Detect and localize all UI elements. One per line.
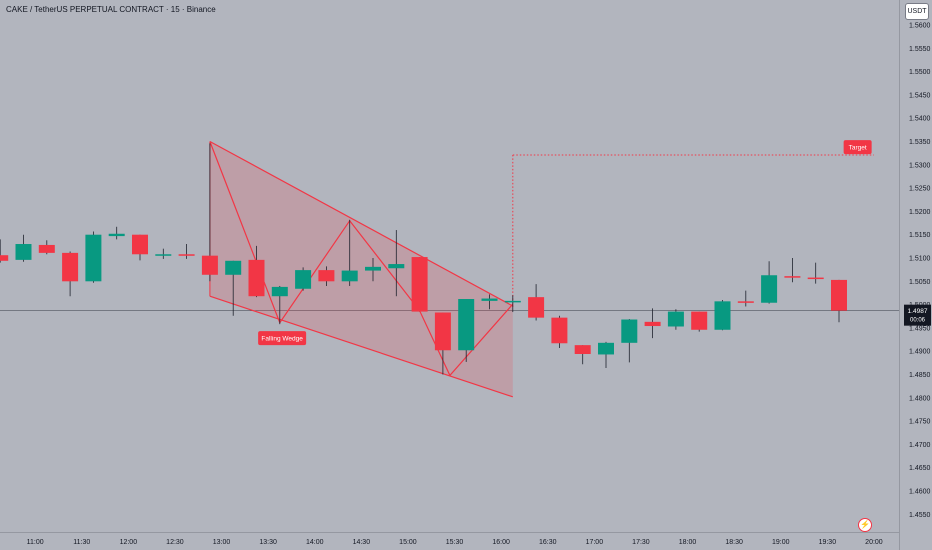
candle-body[interactable] (365, 266, 381, 271)
target-label-bg (843, 140, 872, 155)
candle-body[interactable] (38, 244, 55, 253)
candle-body[interactable] (132, 234, 148, 255)
candle-body[interactable] (248, 259, 265, 297)
time-tick-label: 18:30 (725, 539, 743, 546)
candle-body[interactable] (0, 255, 9, 261)
price-tick-label: 1.4950 (909, 325, 931, 332)
candle-body[interactable] (178, 254, 195, 256)
time-tick-label: 11:00 (27, 539, 44, 546)
time-tick-label: 19:30 (819, 539, 837, 546)
price-tick-label: 1.5550 (909, 46, 931, 53)
price-tick-label: 1.5300 (909, 162, 931, 169)
time-tick-label: 15:30 (446, 539, 464, 546)
candle-body[interactable] (434, 312, 451, 351)
candle-body[interactable] (295, 270, 312, 289)
candle-body[interactable] (411, 257, 428, 312)
time-tick-label: 20:00 (865, 539, 883, 546)
price-tick-label: 1.4550 (909, 512, 931, 519)
price-tick-label: 1.4900 (909, 349, 931, 356)
price-tick-label: 1.4750 (909, 419, 931, 426)
candle-body[interactable] (155, 254, 172, 256)
price-tick-label: 1.5100 (909, 256, 931, 263)
price-tick-label: 1.5450 (909, 92, 931, 99)
price-tick-label: 1.5050 (909, 279, 931, 286)
wedge-lower-line[interactable] (209, 295, 513, 398)
time-tick-label: 14:00 (306, 539, 324, 546)
candle-body[interactable] (271, 286, 288, 297)
countdown-label: 00:06 (910, 318, 926, 324)
time-tick-label: 11:30 (73, 539, 90, 546)
price-tick-label: 1.4650 (909, 465, 931, 472)
candle-body[interactable] (761, 275, 778, 303)
candle-body[interactable] (62, 252, 79, 282)
price-tick-label: 1.5400 (909, 116, 931, 123)
candle-body[interactable] (737, 301, 754, 303)
time-tick-label: 13:00 (213, 539, 231, 546)
candle-body[interactable] (201, 255, 218, 275)
candle-body[interactable] (528, 297, 545, 318)
candle-body[interactable] (481, 298, 498, 301)
candle-body[interactable] (504, 300, 521, 303)
candle-body[interactable] (784, 276, 801, 278)
time-tick-label: 19:00 (772, 539, 790, 546)
target-label: Target (849, 145, 867, 152)
time-tick-label: 17:00 (586, 539, 604, 546)
candle-body[interactable] (85, 234, 102, 282)
time-tick-label: 18:00 (679, 539, 697, 546)
price-tick-label: 1.4850 (909, 372, 931, 379)
candle-body[interactable] (598, 342, 614, 355)
candle-body[interactable] (458, 299, 475, 351)
candle-body[interactable] (714, 301, 731, 330)
candle-body[interactable] (318, 270, 335, 282)
symbol-title[interactable]: CAKE / TetherUS PERPETUAL CONTRACT · 15 … (6, 5, 216, 14)
price-tick-label: 1.5250 (909, 186, 931, 193)
candle-body[interactable] (667, 311, 684, 327)
candle-body[interactable] (621, 319, 638, 343)
time-tick-label: 12:00 (120, 539, 138, 546)
candle-body[interactable] (574, 345, 591, 354)
candle-body[interactable] (807, 277, 824, 280)
time-tick-label: 16:00 (492, 539, 510, 546)
candle-body[interactable] (551, 317, 568, 344)
falling-wedge-label: Falling Wedge (261, 336, 303, 343)
lightning-bolt-icon[interactable]: ⚡ (858, 518, 872, 532)
price-tick-label: 1.4800 (909, 395, 931, 402)
price-tick-label: 1.5600 (909, 23, 931, 30)
time-tick-label: 16:30 (539, 539, 557, 546)
time-tick-label: 17:30 (632, 539, 650, 546)
wedge-upper-line[interactable] (209, 140, 514, 307)
price-tick-label: 1.4700 (909, 442, 931, 449)
price-tick-label: 1.5350 (909, 139, 931, 146)
price-tick-label: 1.4600 (909, 489, 931, 496)
time-tick-label: 14:30 (353, 539, 371, 546)
candle-body[interactable] (831, 279, 847, 311)
price-tick-label: 1.5500 (909, 69, 931, 76)
candle-body[interactable] (108, 233, 125, 237)
candle-body[interactable] (644, 321, 661, 327)
current-price-label: 1.4987 (908, 308, 928, 315)
candle-body[interactable] (691, 311, 708, 330)
candle-body[interactable] (341, 270, 358, 282)
current-price-badge (904, 304, 931, 326)
falling-wedge-label-bg (258, 331, 307, 346)
time-tick-label: 13:30 (259, 539, 277, 546)
currency-button[interactable]: USDT (905, 3, 929, 20)
price-tick-label: 1.5150 (909, 232, 931, 239)
time-tick-label: 15:00 (399, 539, 417, 546)
candle-body[interactable] (225, 260, 242, 275)
candle-body[interactable] (15, 244, 32, 260)
wedge-zigzag[interactable] (209, 141, 514, 377)
price-tick-label: 1.5200 (909, 209, 931, 216)
candle-body[interactable] (388, 264, 405, 269)
time-tick-label: 12:30 (166, 539, 184, 546)
